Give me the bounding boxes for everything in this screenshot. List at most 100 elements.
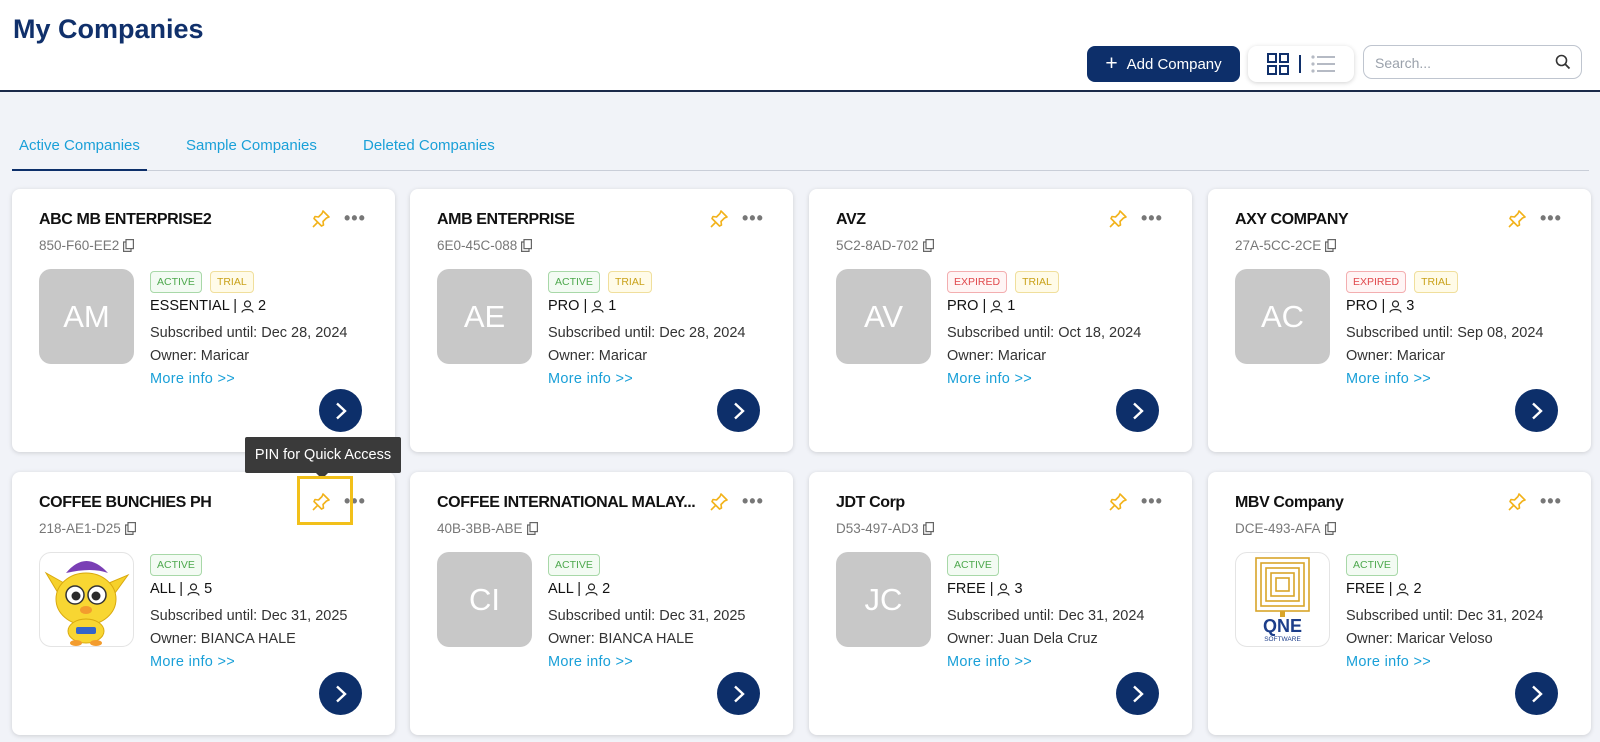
user-count: 3 [1014,581,1023,597]
grid-view-icon[interactable] [1267,53,1289,75]
more-options-icon[interactable]: ••• [344,208,366,228]
plan-line: PRO | 1 [548,298,616,314]
company-tabs: Active Companies Sample Companies Delete… [12,130,1589,171]
plan-line: ALL | 5 [150,581,212,597]
more-info-link[interactable]: More info >> [150,371,236,387]
more-options-icon[interactable]: ••• [1141,491,1163,511]
company-code-row: D53-497-AD3 [836,521,934,536]
more-info-link[interactable]: More info >> [947,371,1033,387]
copy-icon[interactable] [124,522,136,535]
plan-line: ESSENTIAL | 2 [150,298,266,314]
search-icon[interactable] [1555,54,1571,70]
company-avatar: JC [836,552,931,647]
logo-text: QNE [1263,616,1302,636]
owner-label: Owner: Maricar [947,348,1047,364]
company-name: JDT Corp [836,494,905,511]
trial-badge: TRIAL [209,271,254,293]
more-options-icon[interactable]: ••• [344,491,366,511]
pin-icon[interactable] [1507,492,1527,512]
chevron-right-icon [1530,685,1544,703]
status-badges: ACTIVE [548,554,600,576]
pin-icon[interactable] [709,492,729,512]
open-company-button[interactable] [1116,389,1159,432]
plan-name: ESSENTIAL | [150,298,238,314]
open-company-button[interactable] [319,672,362,715]
company-name: AVZ [836,211,866,228]
owner-label: Owner: Maricar Veloso [1346,631,1493,647]
copy-icon[interactable] [1324,522,1336,535]
tab-deleted-companies[interactable]: Deleted Companies [363,137,495,154]
more-options-icon[interactable]: ••• [1540,491,1562,511]
copy-icon[interactable] [526,522,538,535]
chevron-right-icon [1530,402,1544,420]
copy-icon[interactable] [1325,239,1337,252]
chevron-right-icon [732,685,746,703]
company-code-row: 5C2-8AD-702 [836,238,934,253]
trial-badge: TRIAL [1414,271,1458,293]
plan-name: ALL | [548,581,582,597]
plan-name: PRO | [1346,298,1386,314]
company-code-row: 6E0-45C-088 [437,238,533,253]
chevron-right-icon [1131,685,1145,703]
list-view-icon[interactable] [1311,54,1335,74]
user-count: 1 [608,298,617,314]
company-name: COFFEE INTERNATIONAL MALAY... [437,494,696,511]
company-card: JDT Corp ••• D53-497-AD3 JC ACTIVE FREE … [809,472,1192,735]
pin-icon[interactable] [1108,209,1128,229]
owner-label: Owner: Maricar [1346,348,1446,364]
chevron-right-icon [334,685,348,703]
more-info-link[interactable]: More info >> [548,654,634,670]
open-company-button[interactable] [717,672,760,715]
copy-icon[interactable] [123,239,135,252]
open-company-button[interactable] [319,389,362,432]
company-avatar: CI [437,552,532,647]
status-badges: ACTIVE [947,554,999,576]
mascot-logo [44,561,130,646]
company-card: MBV Company ••• DCE-493-AFA QNE SOFTWARE… [1208,472,1591,735]
copy-icon[interactable] [922,239,934,252]
page-header: My Companies + Add Company [0,0,1600,92]
more-info-link[interactable]: More info >> [1346,371,1432,387]
subscription-date: Subscribed until: Dec 31, 2024 [1346,608,1544,624]
more-info-link[interactable]: More info >> [1346,654,1432,670]
more-options-icon[interactable]: ••• [742,491,764,511]
open-company-button[interactable] [1515,389,1558,432]
status-badges: ACTIVE [1346,554,1398,576]
tab-sample-companies[interactable]: Sample Companies [186,137,317,154]
owner-label: Owner: Maricar [150,348,250,364]
company-name: AMB ENTERPRISE [437,211,575,228]
open-company-button[interactable] [1116,672,1159,715]
open-company-button[interactable] [1515,672,1558,715]
subscription-date: Subscribed until: Oct 18, 2024 [947,325,1142,341]
more-info-link[interactable]: More info >> [150,654,236,670]
more-options-icon[interactable]: ••• [1141,208,1163,228]
status-badge: ACTIVE [947,554,999,576]
company-code-row: 27A-5CC-2CE [1235,238,1337,253]
more-info-link[interactable]: More info >> [947,654,1033,670]
user-count: 3 [1406,298,1415,314]
more-options-icon[interactable]: ••• [1540,208,1562,228]
company-card: AMB ENTERPRISE ••• 6E0-45C-088 AE ACTIVE… [410,189,793,452]
plan-name: ALL | [150,581,184,597]
more-info-link[interactable]: More info >> [548,371,634,387]
trial-badge: TRIAL [607,271,652,293]
user-icon [241,299,254,313]
search-input[interactable] [1375,52,1550,74]
copy-icon[interactable] [521,239,533,252]
more-options-icon[interactable]: ••• [742,208,764,228]
add-company-button[interactable]: + Add Company [1087,46,1240,82]
pin-icon[interactable] [1507,209,1527,229]
status-badge: ACTIVE [548,271,600,293]
pin-icon[interactable] [311,492,331,512]
qne-software-logo: QNE SOFTWARE [1255,557,1310,643]
copy-icon[interactable] [922,522,934,535]
pin-icon[interactable] [709,209,729,229]
tab-active-companies[interactable]: Active Companies [12,137,147,171]
pin-icon[interactable] [1108,492,1128,512]
pin-icon[interactable] [311,209,331,229]
open-company-button[interactable] [717,389,760,432]
company-avatar: AM [39,269,134,364]
user-icon [591,299,604,313]
page-title: My Companies [13,14,204,44]
company-code: 6E0-45C-088 [437,238,518,253]
